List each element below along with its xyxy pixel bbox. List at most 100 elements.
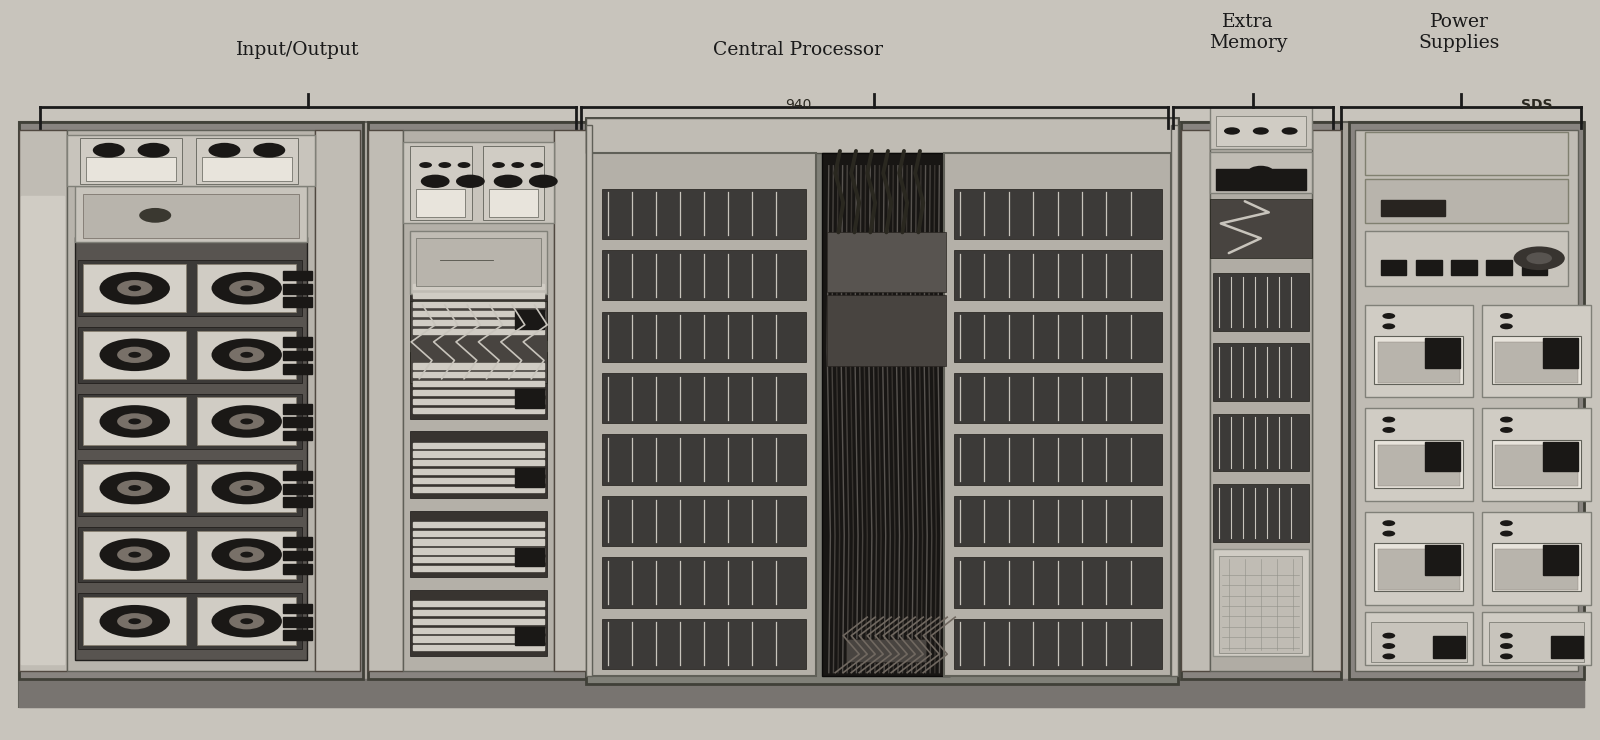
- Bar: [602, 619, 806, 669]
- Bar: [413, 645, 544, 650]
- Bar: [283, 537, 312, 547]
- Bar: [1374, 336, 1464, 384]
- Circle shape: [1501, 417, 1514, 423]
- Circle shape: [117, 413, 152, 429]
- Bar: [1365, 179, 1568, 223]
- Bar: [1426, 338, 1461, 368]
- Bar: [1451, 260, 1477, 275]
- Bar: [954, 373, 1162, 423]
- Bar: [78, 260, 302, 316]
- Bar: [1371, 622, 1467, 662]
- Circle shape: [211, 539, 282, 571]
- Circle shape: [138, 143, 170, 158]
- Circle shape: [93, 143, 125, 158]
- Circle shape: [240, 552, 253, 558]
- Circle shape: [458, 162, 470, 168]
- Bar: [954, 496, 1162, 546]
- Bar: [827, 295, 946, 366]
- Bar: [1213, 273, 1309, 331]
- Bar: [1426, 545, 1461, 575]
- Bar: [197, 264, 296, 312]
- Bar: [413, 469, 544, 474]
- Bar: [1378, 342, 1461, 383]
- Bar: [602, 312, 806, 362]
- Bar: [410, 231, 547, 294]
- Bar: [413, 320, 544, 325]
- Bar: [413, 619, 544, 624]
- Circle shape: [211, 272, 282, 305]
- Circle shape: [1501, 323, 1514, 329]
- Circle shape: [229, 546, 264, 562]
- Bar: [602, 434, 806, 485]
- Bar: [1483, 305, 1590, 397]
- Bar: [283, 271, 312, 280]
- Circle shape: [1501, 531, 1514, 536]
- Bar: [586, 118, 1178, 153]
- Bar: [413, 284, 544, 289]
- Bar: [19, 130, 67, 671]
- Bar: [1365, 305, 1474, 397]
- Bar: [1355, 130, 1578, 671]
- Bar: [283, 617, 312, 627]
- Circle shape: [211, 339, 282, 371]
- Bar: [80, 138, 182, 184]
- Bar: [1374, 543, 1464, 591]
- Circle shape: [229, 280, 264, 297]
- Circle shape: [117, 546, 152, 562]
- Bar: [413, 601, 544, 606]
- Bar: [1219, 556, 1302, 653]
- Bar: [78, 460, 302, 516]
- Bar: [954, 434, 1162, 485]
- Bar: [1349, 122, 1584, 679]
- Circle shape: [1501, 653, 1514, 659]
- Bar: [1374, 440, 1464, 488]
- Bar: [413, 381, 544, 386]
- Bar: [413, 460, 544, 465]
- Bar: [1365, 231, 1568, 286]
- Bar: [413, 363, 544, 369]
- Circle shape: [117, 480, 152, 496]
- Bar: [1491, 543, 1581, 591]
- Bar: [1210, 199, 1312, 258]
- Bar: [78, 327, 302, 383]
- Bar: [413, 566, 544, 571]
- Bar: [1542, 545, 1578, 575]
- Circle shape: [456, 175, 485, 188]
- Bar: [1494, 445, 1578, 486]
- Bar: [1181, 130, 1210, 671]
- Bar: [1381, 200, 1445, 216]
- Circle shape: [240, 485, 253, 491]
- Circle shape: [229, 413, 264, 429]
- Circle shape: [530, 175, 558, 188]
- Circle shape: [493, 162, 506, 168]
- Bar: [1213, 343, 1309, 401]
- Circle shape: [240, 419, 253, 424]
- Circle shape: [1526, 252, 1552, 264]
- Bar: [410, 273, 547, 340]
- Circle shape: [438, 162, 451, 168]
- Circle shape: [229, 480, 264, 496]
- Bar: [602, 189, 806, 239]
- Bar: [1365, 612, 1474, 665]
- Bar: [368, 130, 403, 671]
- Bar: [515, 468, 544, 487]
- Circle shape: [1382, 323, 1395, 329]
- Bar: [554, 130, 586, 671]
- Bar: [1210, 130, 1312, 671]
- Bar: [954, 250, 1162, 300]
- Circle shape: [99, 339, 170, 371]
- Circle shape: [128, 352, 141, 358]
- Circle shape: [99, 406, 170, 438]
- Bar: [515, 548, 544, 566]
- Circle shape: [211, 406, 282, 438]
- Bar: [413, 539, 544, 545]
- Bar: [1171, 125, 1178, 676]
- Circle shape: [1382, 643, 1395, 649]
- Bar: [413, 372, 544, 377]
- Bar: [283, 497, 312, 507]
- Bar: [515, 389, 544, 408]
- Text: Power
Supplies: Power Supplies: [1419, 13, 1499, 52]
- Circle shape: [99, 272, 170, 305]
- Bar: [413, 451, 544, 457]
- Bar: [413, 628, 544, 633]
